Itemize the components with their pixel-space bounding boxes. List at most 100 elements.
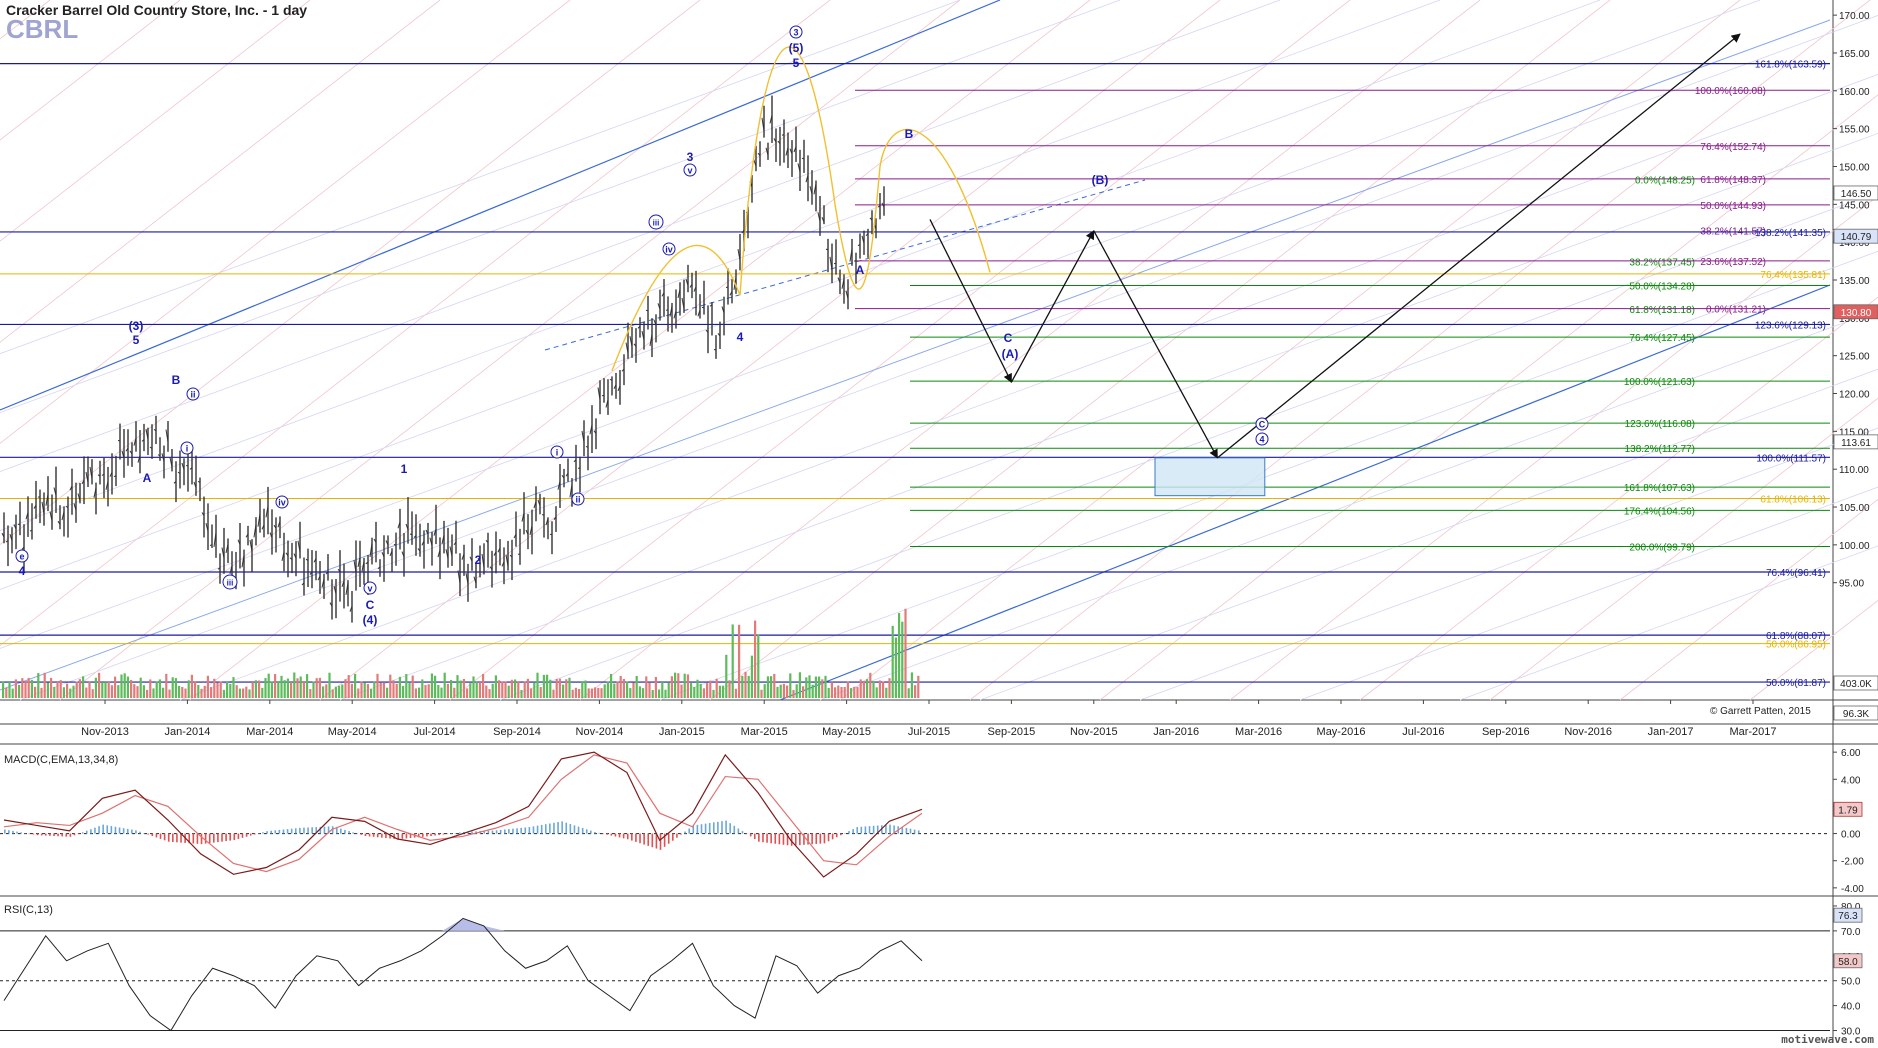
macd-histogram-bar <box>622 833 625 839</box>
volume-bar <box>229 683 232 698</box>
macd-histogram-bar <box>712 822 715 834</box>
volume-bar <box>677 673 680 698</box>
volume-bar <box>184 688 187 698</box>
price-bar-tick <box>777 140 781 144</box>
volume-bar <box>274 674 277 698</box>
volume-bar <box>206 675 209 698</box>
macd-histogram-bar <box>782 833 785 845</box>
macd-histogram-bar <box>688 828 691 834</box>
price-bar-tick <box>569 484 573 498</box>
price-tick-label: 135.00 <box>1839 276 1870 287</box>
channel-line <box>1299 486 1878 701</box>
volume-bar <box>277 681 280 698</box>
channel-line <box>1489 397 1878 701</box>
volume-bar <box>610 673 613 698</box>
volume-bar <box>341 684 344 698</box>
volume-bar <box>94 677 97 698</box>
volume-bar <box>37 673 40 698</box>
date-tick-label: Mar-2017 <box>1729 726 1776 738</box>
date-tick-label: Jan-2017 <box>1648 726 1694 738</box>
volume-bar <box>718 685 721 698</box>
macd-histogram-bar <box>708 822 711 834</box>
price-bar-tick <box>57 520 61 525</box>
volume-bar <box>715 678 718 698</box>
price-bar-tick <box>765 147 769 156</box>
volume-bar <box>382 682 385 698</box>
price-bar-tick <box>321 578 325 588</box>
price-bar-tick <box>761 117 765 132</box>
channel-line <box>659 250 1878 701</box>
macd-histogram-bar <box>360 833 363 835</box>
macd-histogram-bar <box>901 827 904 834</box>
price-bar-tick <box>649 333 653 347</box>
volume-bar <box>354 673 357 698</box>
volume-bar <box>530 688 533 698</box>
macd-histogram-bar <box>524 827 527 834</box>
channel-line <box>339 132 1878 701</box>
price-bar-tick <box>781 134 785 136</box>
price-bar-tick <box>81 480 85 485</box>
svg-text:C: C <box>1004 331 1013 345</box>
svg-text:A: A <box>856 263 865 277</box>
macd-histogram-bar <box>893 825 895 834</box>
macd-histogram-bar <box>200 833 203 845</box>
macd-histogram-bar <box>508 829 510 834</box>
price-bar-tick <box>165 429 169 443</box>
volume-bar <box>8 682 11 698</box>
price-bar-tick <box>633 343 637 347</box>
volume-bar <box>376 673 379 698</box>
volume-bar <box>437 685 440 698</box>
macd-histogram-bar <box>885 824 887 834</box>
volume-bar <box>389 674 392 698</box>
price-bar-tick <box>513 533 517 539</box>
volume-bar <box>504 681 507 698</box>
price-tick-label: 150.00 <box>1839 162 1870 173</box>
macd-histogram-bar <box>659 833 662 850</box>
volume-bar <box>757 634 760 698</box>
macd-histogram-bar <box>729 823 731 834</box>
macd-histogram-bar <box>590 830 592 834</box>
volume-bar <box>56 681 59 698</box>
price-bar-tick <box>497 547 501 553</box>
price-bar-tick <box>149 446 153 449</box>
volume-bar <box>670 676 673 698</box>
volume-bar <box>910 672 913 698</box>
macd-histogram-bar <box>684 831 686 834</box>
volume-bar <box>536 672 539 698</box>
macd-histogram-bar <box>823 833 826 844</box>
volume-bar <box>165 673 168 698</box>
volume-bar <box>30 679 33 698</box>
price-bar-tick <box>601 394 605 397</box>
price-bar-tick <box>393 543 397 546</box>
price-bar-tick <box>221 547 225 559</box>
macd-histogram-bar <box>417 833 420 838</box>
volume-bar <box>526 678 529 698</box>
volume-bar <box>280 675 283 698</box>
price-bar-tick <box>585 445 589 448</box>
date-tick-label: Nov-2014 <box>576 726 624 738</box>
macd-histogram-bar <box>73 833 76 836</box>
macd-histogram-bar <box>889 824 891 834</box>
macd-histogram-bar <box>12 830 14 834</box>
volume-bar <box>248 689 251 698</box>
price-bar-tick <box>313 558 317 563</box>
macd-panel-label: MACD(C,EMA,13,34,8) <box>4 754 119 766</box>
volume-bar <box>24 681 27 698</box>
price-bar-tick <box>201 512 205 516</box>
macd-histogram-bar <box>245 833 248 837</box>
volume-bar <box>578 688 581 698</box>
volume-bar <box>907 688 910 698</box>
volume-bar <box>712 689 715 698</box>
volume-bar <box>734 688 737 698</box>
volume-bar <box>197 684 200 698</box>
price-bar-tick <box>825 248 829 251</box>
volume-bar <box>859 679 862 698</box>
price-bar-tick <box>437 549 441 558</box>
volume-bar <box>510 679 513 698</box>
price-bar-tick <box>813 183 817 195</box>
date-tick-label: Jan-2015 <box>659 726 705 738</box>
channel-line <box>0 0 701 545</box>
macd-histogram-bar <box>159 833 162 839</box>
macd-histogram-bar <box>868 826 871 834</box>
